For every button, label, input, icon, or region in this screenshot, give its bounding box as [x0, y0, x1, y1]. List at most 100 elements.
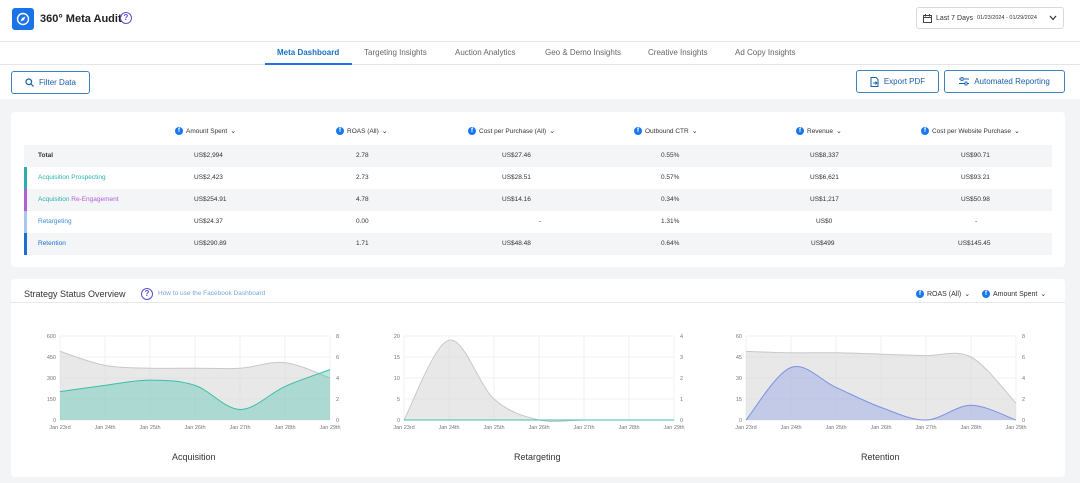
- y-tick-label-left: 20: [394, 334, 400, 340]
- chevron-down-icon: ⌄: [549, 128, 556, 135]
- col-header-roas[interactable]: f ROAS (All) ⌄: [336, 127, 388, 135]
- col-header-revenue[interactable]: f Revenue ⌄: [796, 127, 842, 135]
- y-tick-label-left: 0: [53, 418, 56, 424]
- table-cell: 0.57%: [661, 174, 680, 181]
- compass-icon: [16, 12, 30, 26]
- y-tick-label-right: 6: [1022, 355, 1025, 361]
- tab-creative-insights[interactable]: Creative Insights: [648, 48, 708, 57]
- table-cell: 1.31%: [661, 218, 680, 225]
- table-cell: -: [975, 218, 978, 225]
- top-bar: 360° Meta Audit ? Last 7 Days 01/23/2024…: [0, 0, 1080, 42]
- col-header-cost-per-purchase[interactable]: f Cost per Purchase (All) ⌄: [468, 127, 555, 135]
- table-cell: US$93.21: [961, 174, 990, 181]
- x-tick-label: Jan 25th: [483, 425, 504, 431]
- y-tick-label-right: 4: [336, 376, 339, 382]
- table-cell: US$24.37: [194, 218, 223, 225]
- col-header-cost-per-website-purchase[interactable]: f Cost per Website Purchase ⌄: [921, 127, 1020, 135]
- table-cell: US$8,337: [810, 152, 839, 159]
- sliders-icon: [959, 77, 970, 86]
- y-tick-label-left: 450: [47, 355, 56, 361]
- table-row: Retargeting US$24.37 0.00 - 1.31% US$0 -: [24, 211, 1052, 233]
- y-tick-label-right: 0: [336, 418, 339, 424]
- y-tick-label-right: 2: [1022, 397, 1025, 403]
- row-label: Retargeting: [38, 218, 72, 225]
- series-line: [745, 350, 1017, 404]
- chevron-down-icon: ⌄: [381, 128, 388, 135]
- question-circle-icon[interactable]: ?: [120, 12, 132, 24]
- table-cell: US$6,621: [810, 174, 839, 181]
- row-color-bar: [24, 233, 27, 255]
- tab-targeting-insights[interactable]: Targeting Insights: [364, 48, 427, 57]
- active-tab-indicator: [265, 63, 352, 65]
- chart-title-acquisition: Acquisition: [172, 452, 216, 462]
- table-cell: -: [539, 218, 542, 225]
- table-cell: US$48.48: [502, 240, 531, 247]
- series-line: [745, 366, 1017, 421]
- x-tick-label: Jan 27th: [915, 425, 936, 431]
- export-pdf-button[interactable]: Export PDF: [856, 70, 939, 93]
- table-cell: 0.00: [356, 218, 369, 225]
- table-cell: US$14.16: [502, 196, 531, 203]
- metric2-select[interactable]: f Amount Spent ⌄: [982, 290, 1046, 298]
- date-range-picker[interactable]: Last 7 Days 01/23/2024 - 01/29/2024: [916, 7, 1064, 29]
- action-bar: Filter Data Export PDF Automated Reporti…: [0, 65, 1080, 99]
- table-cell: US$27.46: [502, 152, 531, 159]
- row-color-bar: [24, 211, 27, 233]
- y-tick-label-right: 2: [336, 397, 339, 403]
- y-tick-label-right: 2: [680, 376, 683, 382]
- y-tick-label-left: 600: [47, 334, 56, 340]
- summary-table: f Amount Spent ⌄ f ROAS (All) ⌄ f Cost per Pu…: [24, 122, 1052, 262]
- row-label: Acquisition Prospecting: [38, 174, 106, 181]
- y-tick-label-right: 1: [680, 397, 683, 403]
- chevron-down-icon: [1049, 15, 1057, 21]
- row-color-bar: [24, 189, 27, 211]
- x-tick-label: Jan 27th: [573, 425, 594, 431]
- x-tick-label: Jan 27th: [229, 425, 250, 431]
- search-icon: [25, 78, 34, 87]
- y-tick-label-right: 0: [1022, 418, 1025, 424]
- series-line: [59, 369, 331, 411]
- x-tick-label: Jan 28th: [274, 425, 295, 431]
- metric1-select[interactable]: f ROAS (All) ⌄: [916, 290, 970, 298]
- y-tick-label-right: 0: [680, 418, 683, 424]
- col-header-amount-spent[interactable]: f Amount Spent ⌄: [175, 127, 236, 135]
- series-area: [746, 366, 1016, 421]
- strategy-title: Strategy Status Overview: [24, 289, 126, 299]
- filter-data-label: Filter Data: [39, 78, 76, 87]
- y-tick-label-left: 300: [47, 376, 56, 382]
- facebook-icon: f: [921, 127, 929, 135]
- row-label: Retention: [38, 240, 66, 247]
- table-cell: US$145.45: [958, 240, 991, 247]
- chevron-down-icon: ⌄: [1040, 291, 1047, 298]
- x-tick-label: Jan 24th: [94, 425, 115, 431]
- row-color-bar: [24, 167, 27, 189]
- table-cell: 1.71: [356, 240, 369, 247]
- file-export-icon: [870, 76, 879, 87]
- x-tick-label: Jan 26th: [184, 425, 205, 431]
- facebook-icon: f: [796, 127, 804, 135]
- y-tick-label-left: 60: [736, 334, 742, 340]
- table-cell: 2.78: [356, 152, 369, 159]
- automated-reporting-button[interactable]: Automated Reporting: [944, 70, 1065, 93]
- chevron-down-icon: ⌄: [691, 128, 698, 135]
- x-tick-label: Jan 26th: [870, 425, 891, 431]
- y-tick-label-left: 15: [736, 397, 742, 403]
- tab-ad-copy-insights[interactable]: Ad Copy Insights: [735, 48, 796, 57]
- y-tick-label-left: 15: [394, 355, 400, 361]
- table-cell: US$28.51: [502, 174, 531, 181]
- filter-data-button[interactable]: Filter Data: [11, 71, 90, 94]
- y-tick-label-right: 4: [680, 334, 683, 340]
- x-tick-label: Jan 28th: [618, 425, 639, 431]
- tab-auction-analytics[interactable]: Auction Analytics: [455, 48, 516, 57]
- series-area: [404, 340, 674, 422]
- tab-meta-dashboard[interactable]: Meta Dashboard: [277, 48, 340, 57]
- help-link[interactable]: How to use the Facebook Dashboard: [158, 290, 266, 297]
- tab-bar: Meta Dashboard Targeting Insights Auctio…: [0, 42, 1080, 65]
- tab-geo-demo-insights[interactable]: Geo & Demo Insights: [545, 48, 622, 57]
- question-circle-icon[interactable]: ?: [141, 288, 153, 300]
- table-cell: 4.78: [356, 196, 369, 203]
- col-header-outbound-ctr[interactable]: f Outbound CTR ⌄: [634, 127, 698, 135]
- row-label: Acquisition Re-Engagement: [38, 196, 119, 203]
- y-tick-label-left: 150: [47, 397, 56, 403]
